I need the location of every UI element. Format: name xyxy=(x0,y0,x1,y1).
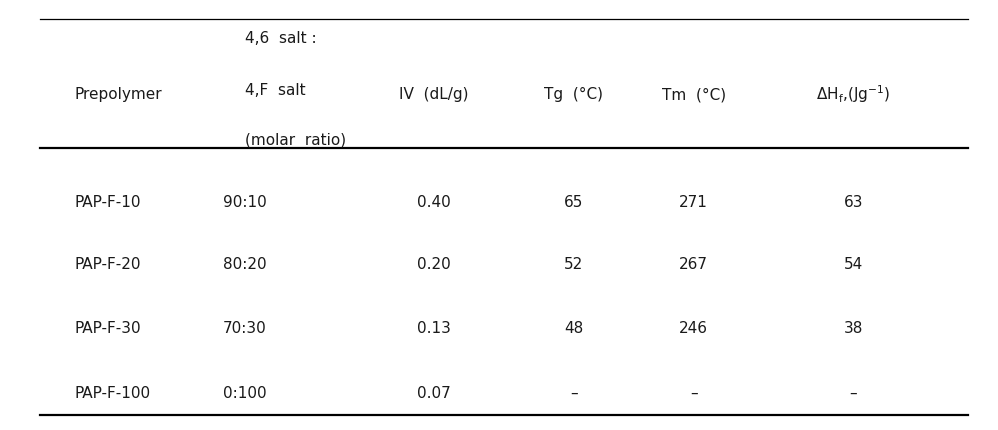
Text: (molar  ratio): (molar ratio) xyxy=(245,132,345,147)
Text: 4,6  salt :: 4,6 salt : xyxy=(245,31,316,46)
Text: 267: 267 xyxy=(679,257,709,272)
Text: 246: 246 xyxy=(679,322,709,336)
Text: 0.13: 0.13 xyxy=(417,322,451,336)
Text: –: – xyxy=(570,386,578,401)
Text: 63: 63 xyxy=(843,195,863,209)
Text: Tm  (°C): Tm (°C) xyxy=(662,87,726,102)
Text: 271: 271 xyxy=(680,195,708,209)
Text: 54: 54 xyxy=(843,257,863,272)
Text: 48: 48 xyxy=(564,322,584,336)
Text: 80:20: 80:20 xyxy=(223,257,266,272)
Text: 70:30: 70:30 xyxy=(223,322,266,336)
Text: $\Delta$H$_\mathregular{f}$,(Jg$^{-1}$): $\Delta$H$_\mathregular{f}$,(Jg$^{-1}$) xyxy=(816,84,890,105)
Text: Tg  (°C): Tg (°C) xyxy=(544,87,604,102)
Text: PAP-F-30: PAP-F-30 xyxy=(75,322,142,336)
Text: 65: 65 xyxy=(564,195,584,209)
Text: –: – xyxy=(849,386,857,401)
Text: 0.40: 0.40 xyxy=(417,195,451,209)
Text: 38: 38 xyxy=(843,322,863,336)
Text: –: – xyxy=(690,386,698,401)
Text: 0:100: 0:100 xyxy=(223,386,266,401)
Text: Prepolymer: Prepolymer xyxy=(75,87,163,102)
Text: IV  (dL/g): IV (dL/g) xyxy=(399,87,469,102)
Text: PAP-F-10: PAP-F-10 xyxy=(75,195,142,209)
Text: 90:10: 90:10 xyxy=(223,195,266,209)
Text: 52: 52 xyxy=(564,257,584,272)
Text: PAP-F-100: PAP-F-100 xyxy=(75,386,151,401)
Text: 4,F  salt: 4,F salt xyxy=(245,83,305,98)
Text: PAP-F-20: PAP-F-20 xyxy=(75,257,142,272)
Text: 0.20: 0.20 xyxy=(417,257,451,272)
Text: 0.07: 0.07 xyxy=(417,386,451,401)
